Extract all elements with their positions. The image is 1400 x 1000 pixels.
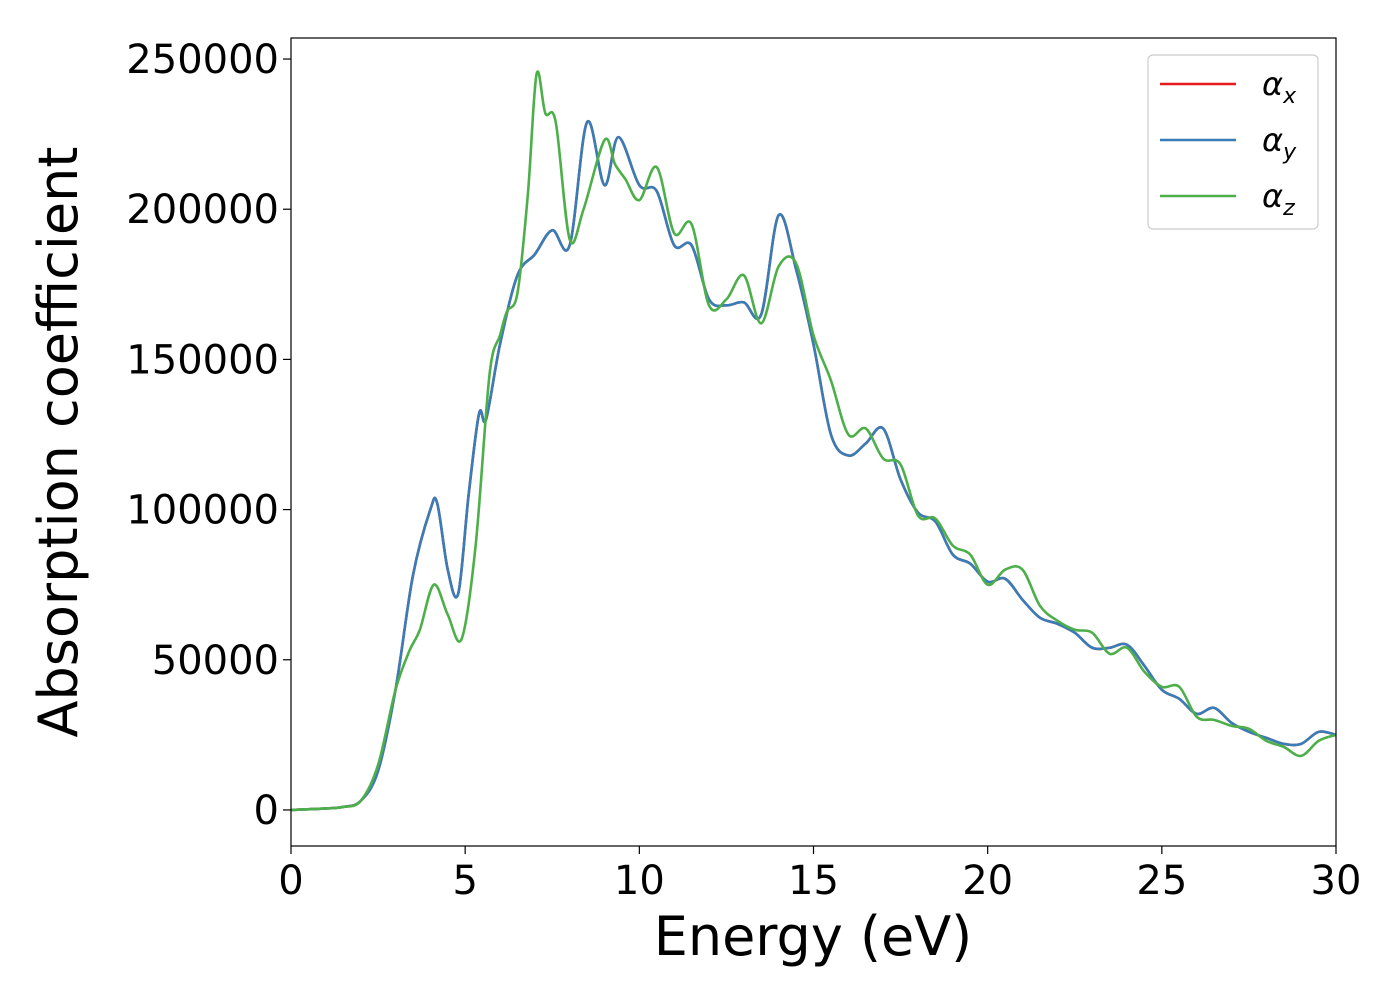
x-axis: 0 5 10 15 20 25 30 bbox=[278, 846, 1361, 904]
series-line-z bbox=[291, 70, 1336, 812]
y-tick-label: 0 bbox=[254, 788, 279, 834]
legend-label-y: αy bbox=[1262, 121, 1297, 165]
legend-label-subscript: x bbox=[1282, 84, 1297, 109]
legend-label-base: α bbox=[1262, 121, 1283, 159]
legend-label-base: α bbox=[1262, 65, 1283, 103]
x-tick-label: 15 bbox=[788, 858, 839, 904]
legend-label-base: α bbox=[1262, 177, 1283, 215]
y-tick-label: 100000 bbox=[126, 488, 279, 534]
legend-label-z: αz bbox=[1262, 177, 1295, 221]
y-tick-label: 200000 bbox=[126, 187, 279, 233]
x-tick-label: 5 bbox=[452, 858, 477, 904]
y-axis: 0 50000 100000 150000 200000 250000 bbox=[126, 37, 291, 834]
x-tick-label: 0 bbox=[278, 858, 303, 904]
legend-label-subscript: z bbox=[1282, 196, 1295, 221]
y-tick-label: 50000 bbox=[152, 638, 279, 684]
x-axis-title: Energy (eV) bbox=[654, 905, 973, 968]
y-tick-label: 150000 bbox=[126, 337, 279, 383]
y-axis-title: Absorption coefficient bbox=[27, 147, 90, 738]
x-tick-label: 25 bbox=[1136, 858, 1187, 904]
legend-box bbox=[1147, 54, 1319, 230]
legend-label-x: αx bbox=[1262, 65, 1297, 109]
x-tick-label: 20 bbox=[962, 858, 1013, 904]
legend-label-subscript: y bbox=[1282, 140, 1297, 165]
series-layer bbox=[291, 70, 1336, 812]
x-tick-label: 30 bbox=[1311, 858, 1362, 904]
x-tick-label: 10 bbox=[614, 858, 665, 904]
series-line-y bbox=[291, 120, 1336, 812]
y-tick-label: 250000 bbox=[126, 37, 279, 83]
